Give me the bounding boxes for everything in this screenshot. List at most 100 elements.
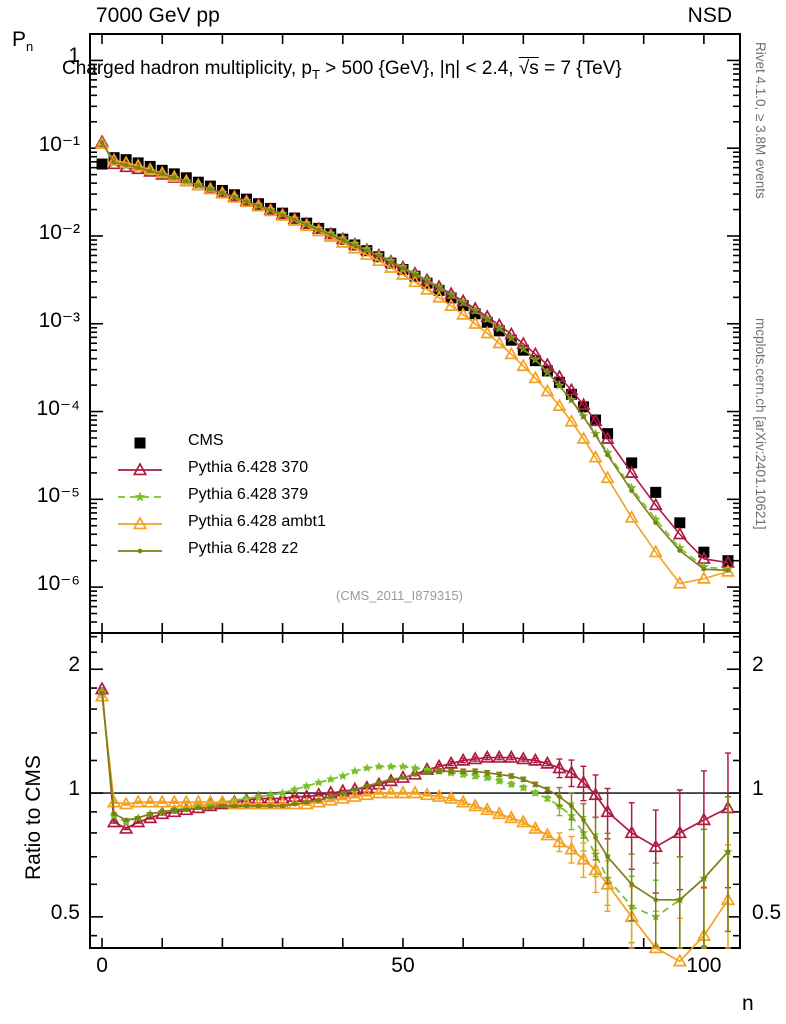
legend-label: CMS [188,432,224,449]
data-marker [455,752,471,766]
legend-item-pythia-6-428-z2[interactable] [118,548,162,554]
data-marker [504,749,519,763]
series-pythia-6-428-379 [97,137,733,574]
data-marker [184,179,189,184]
data-marker [484,317,490,322]
data-marker [95,134,109,147]
data-marker [412,772,418,777]
data-marker [448,293,454,298]
data-marker [468,798,483,812]
data-marker [629,488,634,494]
data-marker [701,876,707,881]
data-marker [335,783,350,797]
data-marker [383,260,398,273]
data-marker [398,761,408,771]
data-marker [195,805,201,811]
legend-label: Pythia 6.428 379 [188,486,309,503]
series-line [101,696,729,963]
data-marker [350,766,360,776]
data-marker [388,776,394,782]
main-y-tick-5: 10⁻⁵ [36,484,80,508]
data-marker [518,782,528,792]
data-marker [588,787,603,801]
data-marker [520,776,526,782]
data-marker [364,783,370,789]
data-marker [653,520,658,526]
data-marker [521,346,526,351]
data-marker [96,158,108,170]
data-marker [672,953,687,967]
data-marker [371,785,387,799]
data-marker [581,817,586,823]
main-y-tick-3: 10⁻³ [38,308,80,332]
data-marker [340,790,346,796]
data-marker [265,790,276,799]
data-marker [605,854,610,860]
data-marker [701,566,707,572]
data-marker [183,807,189,813]
data-marker [419,787,435,801]
data-marker [130,794,146,808]
data-marker [134,437,146,449]
data-marker [484,770,490,776]
data-marker [251,796,266,810]
data-marker [251,198,266,212]
data-marker [422,764,432,774]
data-marker [455,794,471,808]
data-marker [626,482,637,493]
data-marker [172,175,177,181]
data-marker [400,775,406,781]
data-marker [95,136,109,149]
data-marker [196,182,201,188]
data-marker [494,776,504,785]
main-y-tick-6: 10⁻⁶ [36,572,80,596]
data-marker [143,794,158,808]
header-left: 7000 GeV pp [96,4,220,27]
ratio-y-tick-right-2: 0.5 [752,900,782,924]
data-marker [181,803,191,812]
data-marker [533,357,538,362]
data-marker [316,227,321,233]
data-marker [304,799,310,805]
legend-item-cms[interactable] [134,437,146,449]
legend-item-pythia-6-428-370[interactable] [118,462,162,476]
header-right: NSD [687,4,732,27]
data-marker [564,765,579,779]
data-marker [208,186,213,192]
legend-item-pythia-6-428-379[interactable] [118,491,162,502]
data-marker [159,809,165,815]
ratio-series-pythia-6-428-ambt1 [94,688,736,967]
data-marker [492,749,507,763]
data-marker [496,772,502,777]
data-marker [328,794,334,800]
data-marker [386,761,396,771]
data-marker [624,465,639,478]
data-marker [696,571,711,584]
data-marker [492,806,507,820]
data-marker [504,810,519,824]
data-marker [132,462,148,476]
plot-title: Charged hadron multiplicity, pT > 500 {G… [62,58,622,82]
data-marker [460,300,466,306]
data-marker [480,802,495,816]
data-marker [460,768,466,774]
data-marker [410,763,420,772]
data-marker [256,203,261,209]
data-marker [648,544,663,558]
main-panel-series [95,134,735,589]
data-marker [672,526,687,540]
ratio-y-tick-right-1: 1 [752,777,764,801]
data-marker [472,768,478,774]
data-marker [468,316,483,329]
data-marker [504,346,519,360]
data-marker [578,401,590,413]
data-marker [564,413,579,427]
data-marker [576,851,591,865]
data-marker [564,382,579,396]
data-marker [648,839,663,853]
main-y-tick-1: 10⁻¹ [38,133,80,157]
data-marker [359,247,374,260]
legend-item-pythia-6-428-ambt1[interactable] [118,516,162,530]
data-marker [359,787,375,801]
data-marker [629,881,635,887]
